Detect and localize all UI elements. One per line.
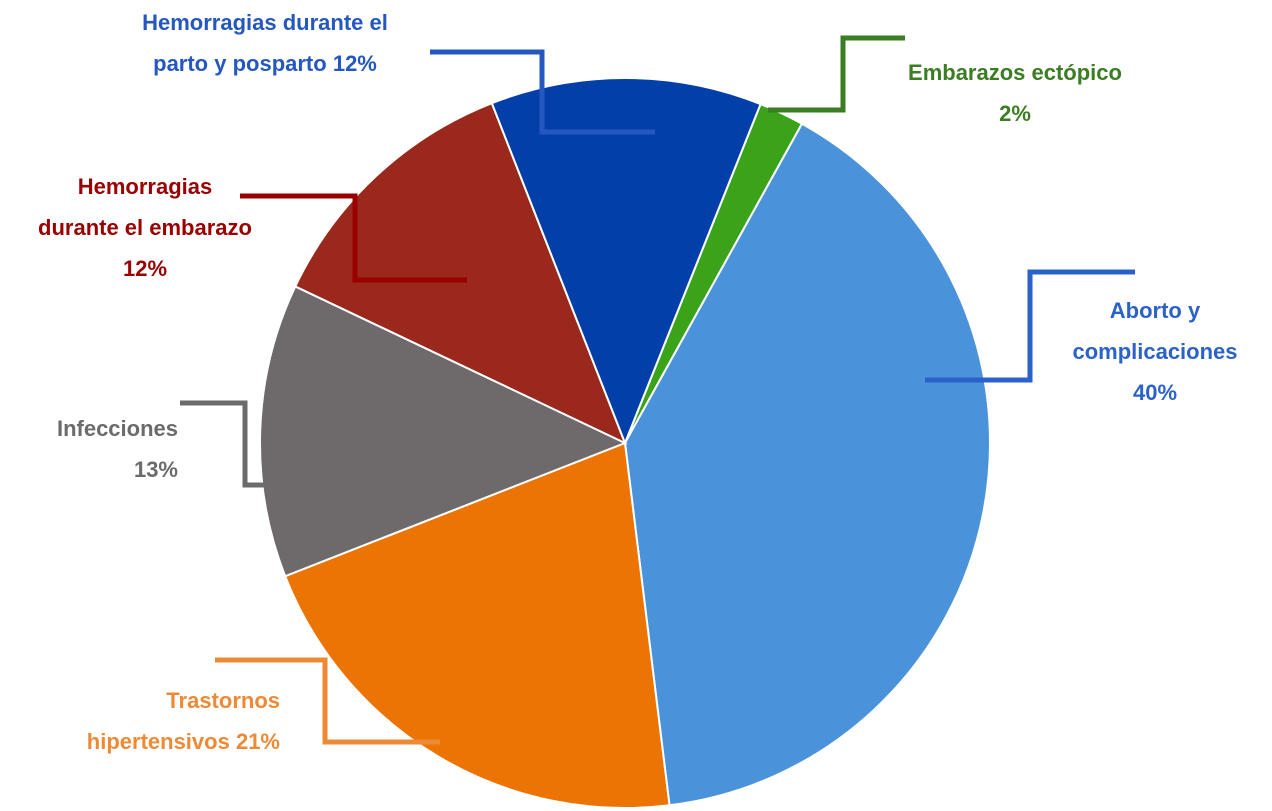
value-label: 40% [1132, 380, 1178, 405]
slice-label: Infecciones 13% [38, 408, 178, 490]
pie-slice [293, 101, 627, 445]
slice-label: Aborto y complicaciones 40% [1055, 290, 1255, 413]
slice-label: Trastornos hipertensivos 21% [70, 680, 280, 762]
slice-label: Embarazos ectópico 2% [900, 52, 1130, 134]
category-label: Trastornos hipertensivos [86, 688, 280, 754]
pie-slice [283, 441, 671, 809]
leader-line [215, 657, 440, 745]
category-label: Embarazos ectópico [908, 60, 1122, 85]
slice-label: Hemorragias durante el embarazo 12% [36, 166, 254, 289]
leader-line [430, 49, 655, 135]
pie-slice [259, 285, 628, 578]
value-label: 12% [122, 256, 168, 281]
value-label: 13% [133, 457, 178, 482]
value-label: 12% [332, 51, 377, 76]
category-label: Infecciones [56, 416, 178, 441]
category-label: Hemorragias durante el embarazo [38, 174, 252, 240]
pie-slice [490, 77, 762, 446]
value-label: 21% [235, 729, 280, 754]
leader-line [768, 35, 905, 113]
pie-slice [623, 122, 991, 807]
category-label: Aborto y complicaciones [1072, 298, 1238, 364]
leader-line [925, 269, 1135, 383]
value-label: 2% [999, 101, 1031, 126]
leader-line [240, 193, 467, 283]
slice-label: Hemorragias durante el parto y posparto … [140, 2, 390, 84]
category-label: Hemorragias durante el parto y posparto [142, 10, 388, 76]
leader-line [180, 400, 358, 488]
